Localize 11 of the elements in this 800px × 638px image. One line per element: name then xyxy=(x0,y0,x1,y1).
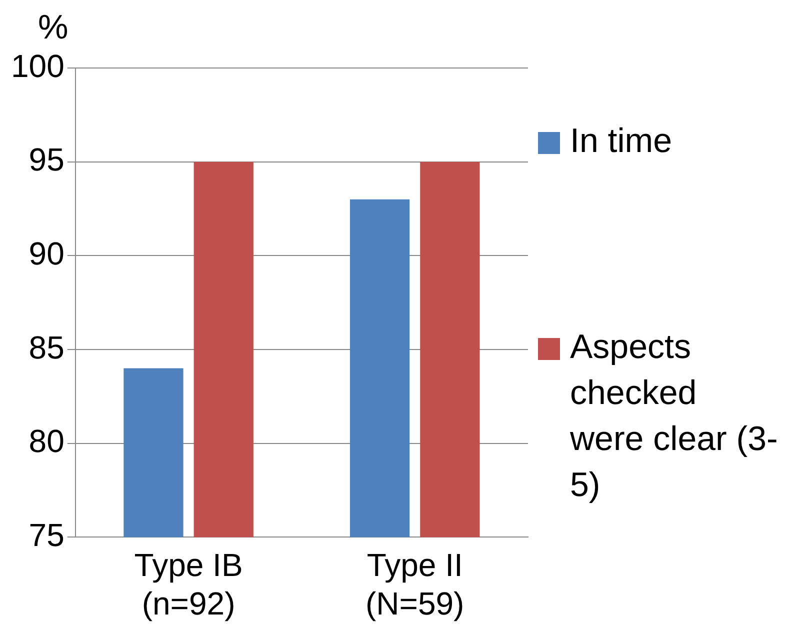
legend-label: In time xyxy=(570,121,672,162)
y-tick-label: 75 xyxy=(28,517,64,554)
y-axis-title: % xyxy=(38,8,68,46)
y-tick-label: 90 xyxy=(28,236,64,272)
y-tick-label: 80 xyxy=(28,423,64,460)
y-tick-label: 95 xyxy=(28,142,64,178)
x-tick-label: Type IB (n=92) xyxy=(134,547,243,622)
legend-label: Aspects checked were clear (3-5) xyxy=(570,327,778,506)
x-tick-label: Type II (N=59) xyxy=(365,547,464,622)
y-tick-label: 100 xyxy=(11,48,64,84)
y-tick-label: 85 xyxy=(28,329,64,366)
